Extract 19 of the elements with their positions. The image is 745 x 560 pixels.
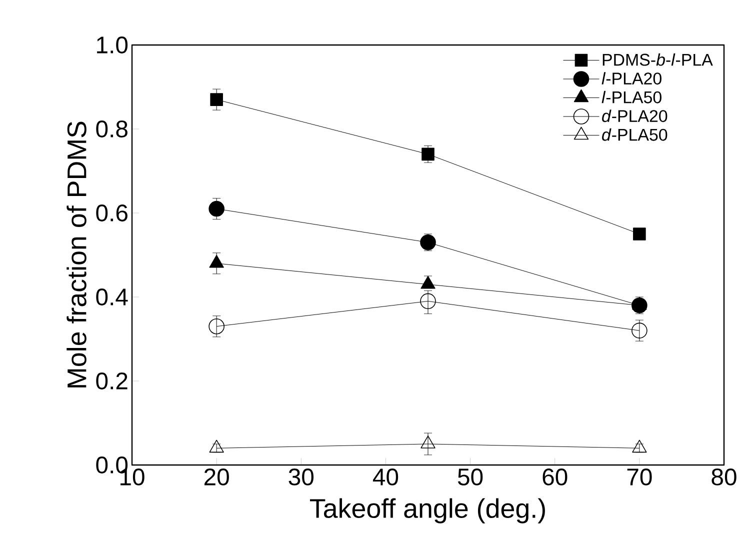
y-tick-label: 1.0 xyxy=(97,36,128,54)
y-tick-label: 0.2 xyxy=(96,372,128,390)
y-tick-label: 0.8 xyxy=(96,120,128,138)
x-tick-label: 50 xyxy=(458,468,483,486)
legend-label: l-PLA50 xyxy=(602,90,662,104)
y-tick-label: 0.6 xyxy=(96,204,128,222)
legend-label: PDMS-b-l-PLA xyxy=(602,53,713,66)
legend-label: d-PLA20 xyxy=(602,110,668,122)
x-tick-label: 30 xyxy=(288,468,314,486)
x-tick-label: 20 xyxy=(204,468,229,486)
x-tick-label: 60 xyxy=(542,468,568,486)
legend-label: l-PLA20 xyxy=(602,72,662,85)
x-tick-label: 40 xyxy=(372,468,398,486)
x-tick-label: 70 xyxy=(627,468,652,486)
legend-label: d-PLA50 xyxy=(602,128,668,141)
x-axis-title: Takeoff angle (deg.) xyxy=(310,498,545,524)
y-tick-label: 0.4 xyxy=(96,288,128,306)
x-tick-label: 80 xyxy=(712,468,736,486)
y-axis-title: Mole fraction of PDMS xyxy=(66,122,86,388)
